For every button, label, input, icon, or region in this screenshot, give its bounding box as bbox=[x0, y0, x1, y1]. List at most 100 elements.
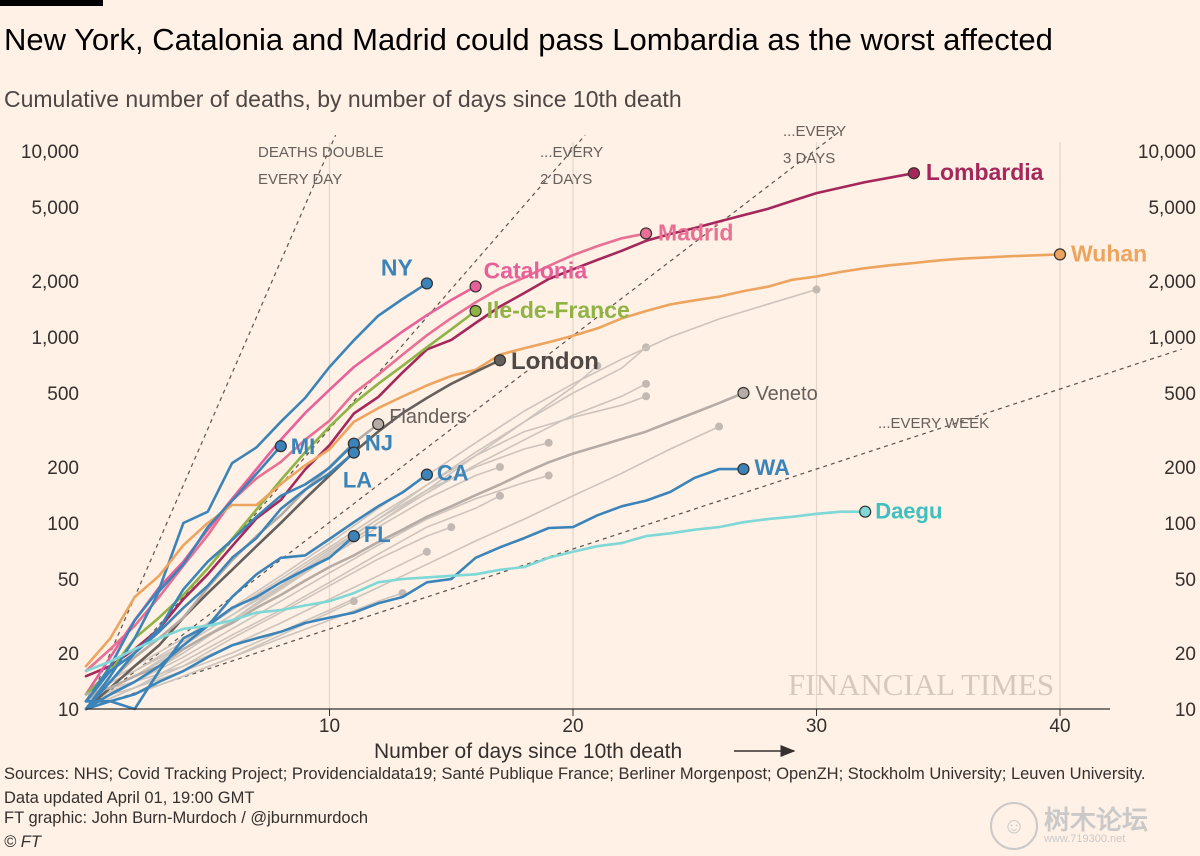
sources-note: Sources: NHS; Covid Tracking Project; Pr… bbox=[4, 765, 1146, 807]
y-tick-label-left: 10 bbox=[58, 700, 79, 721]
series-label-nj: NJ bbox=[365, 431, 393, 456]
series-line-lombardia bbox=[84, 171, 916, 678]
series-end-dot-london bbox=[493, 354, 507, 367]
y-tick-label-left: 20 bbox=[58, 644, 79, 665]
y-tick-label-left: 200 bbox=[47, 458, 79, 479]
background-series-end-dot bbox=[349, 597, 358, 606]
reference-line-label: DEATHS DOUBLE bbox=[258, 144, 384, 161]
series-label-ny: NY bbox=[381, 254, 413, 280]
x-tick-label: 10 bbox=[319, 716, 340, 737]
series-line-fl bbox=[84, 534, 356, 711]
y-tick-label-left: 10,000 bbox=[21, 142, 79, 163]
series-end-dot-lombardia bbox=[907, 167, 921, 180]
y-tick-label-left: 50 bbox=[58, 570, 79, 591]
reference-line-label: 2 DAYS bbox=[540, 171, 592, 188]
series-label-wuhan: Wuhan bbox=[1071, 240, 1147, 266]
reference-line bbox=[85, 134, 586, 710]
background-series-end-dot bbox=[642, 392, 651, 401]
highlighted-series-layer bbox=[84, 167, 1067, 711]
series-line-daegu bbox=[84, 510, 867, 673]
reference-line-label: ...EVERY bbox=[783, 123, 846, 140]
reference-line-label: EVERY DAY bbox=[258, 171, 342, 188]
series-label-catalonia: Catalonia bbox=[484, 257, 588, 283]
series-label-veneto: Veneto bbox=[755, 383, 817, 405]
series-line-ca bbox=[84, 473, 429, 711]
y-tick-label-left: 5,000 bbox=[31, 198, 79, 219]
series-end-dot-la bbox=[347, 446, 360, 459]
x-tick-label: 20 bbox=[562, 716, 583, 737]
series-end-dot-flanders bbox=[372, 418, 385, 431]
background-series-end-dot bbox=[715, 422, 724, 431]
background-series-line bbox=[85, 425, 720, 710]
series-labels-layer: DEATHS DOUBLE EVERY DAY ...EVERY 2 DAYS ...E… bbox=[258, 123, 1147, 547]
series-label-la: LA bbox=[343, 468, 372, 493]
series-end-dot-mi bbox=[274, 440, 287, 453]
series-label-ca: CA bbox=[437, 461, 469, 486]
y-tick-label-right: 20 bbox=[1175, 644, 1196, 665]
series-end-dot-ny bbox=[420, 277, 433, 290]
background-series-end-dot bbox=[495, 491, 504, 500]
forum-watermark-url: www.719300.net bbox=[1044, 833, 1126, 845]
y-tick-label-right: 5,000 bbox=[1148, 198, 1196, 219]
reference-line-label: ...EVERY bbox=[540, 144, 603, 161]
x-tick-label: 40 bbox=[1049, 716, 1070, 737]
y-tick-label-left: 1,000 bbox=[31, 328, 79, 349]
series-label-mi: MI bbox=[291, 434, 315, 459]
background-series-line bbox=[85, 288, 818, 696]
series-line-ile-de-france bbox=[84, 309, 477, 696]
forum-watermark-text: 树木论坛 bbox=[1044, 805, 1149, 835]
reference-line-label: ...EVERY WEEK bbox=[878, 415, 989, 432]
series-end-dot-wuhan bbox=[1053, 248, 1067, 261]
y-tick-label-right: 50 bbox=[1175, 570, 1196, 591]
series-end-dot-ile-de-france bbox=[469, 304, 482, 318]
background-series-end-dot bbox=[642, 379, 651, 388]
background-series-end-dot bbox=[544, 471, 553, 480]
y-tick-label-right: 100 bbox=[1164, 514, 1196, 535]
background-series-line bbox=[85, 550, 428, 696]
series-label-lombardia: Lombardia bbox=[926, 159, 1044, 185]
series-end-dot-fl bbox=[347, 530, 360, 543]
y-tick-label-right: 10,000 bbox=[1138, 142, 1196, 163]
series-label-ile-de-france: Ile-de-France bbox=[487, 297, 630, 323]
y-tick-label-right: 10 bbox=[1175, 700, 1196, 721]
reference-line bbox=[85, 348, 1182, 710]
reference-lines-layer bbox=[85, 129, 1182, 710]
axis-layer: Number of days since 10th death 10 20 30 40… bbox=[21, 142, 1196, 763]
series-end-dot-catalonia bbox=[469, 280, 482, 293]
background-series-line bbox=[85, 346, 647, 710]
series-label-madrid: Madrid bbox=[658, 219, 733, 245]
series-line-madrid bbox=[84, 232, 648, 673]
reference-line bbox=[85, 134, 337, 710]
y-tick-label-right: 200 bbox=[1164, 458, 1196, 479]
y-tick-label-left: 500 bbox=[47, 384, 79, 405]
series-label-flanders: Flanders bbox=[389, 406, 467, 428]
series-line-veneto bbox=[84, 391, 745, 696]
series-end-dot-veneto bbox=[737, 386, 750, 400]
y-tick-label-right: 2,000 bbox=[1148, 272, 1196, 293]
series-label-daegu: Daegu bbox=[875, 499, 942, 524]
ft-watermark: FINANCIAL TIMES bbox=[788, 667, 1054, 702]
top-accent-bar bbox=[0, 0, 103, 6]
reference-line bbox=[85, 129, 842, 710]
series-end-dot-wa bbox=[737, 462, 750, 476]
smiley-icon: ☺ bbox=[990, 802, 1038, 850]
chart-subtitle: Cumulative number of deaths, by number o… bbox=[4, 86, 682, 112]
chart-title: New York, Catalonia and Madrid could pas… bbox=[4, 22, 1053, 57]
series-label-wa: WA bbox=[754, 455, 790, 480]
background-series-end-dot bbox=[593, 361, 602, 370]
copyright: © FT bbox=[4, 833, 41, 851]
background-series-end-dot bbox=[495, 463, 504, 472]
series-line-wa bbox=[84, 467, 745, 711]
background-series-line bbox=[85, 441, 550, 703]
series-end-dot-madrid bbox=[639, 227, 653, 240]
background-series-layer bbox=[85, 285, 821, 710]
series-end-dot-ca bbox=[420, 468, 433, 481]
forum-watermark: ☺ 树木论坛 www.719300.net bbox=[990, 800, 1190, 852]
y-tick-label-right: 1,000 bbox=[1148, 328, 1196, 349]
series-label-fl: FL bbox=[364, 522, 391, 547]
y-tick-label-left: 2,000 bbox=[31, 272, 79, 293]
series-line-london bbox=[84, 358, 502, 711]
series-line-la bbox=[84, 451, 356, 711]
background-series-end-dot bbox=[544, 438, 553, 447]
